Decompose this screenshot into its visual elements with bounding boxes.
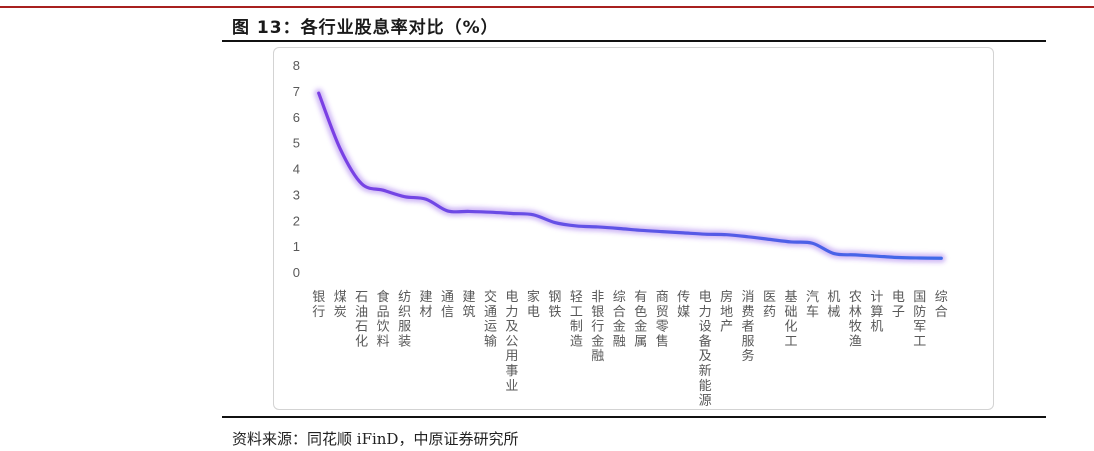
series-layer <box>314 88 946 263</box>
y-tick-label: 2 <box>293 213 300 228</box>
x-tick-label: 非银行金融 <box>591 290 604 364</box>
bottom-rule <box>222 416 1046 418</box>
x-tick-label: 电力及公用事业 <box>505 290 518 394</box>
y-tick-label: 4 <box>293 162 300 177</box>
x-tick-label: 农林牧渔 <box>849 290 862 349</box>
source-note: 资料来源：同花顺 iFinD，中原证券研究所 <box>232 430 519 448</box>
x-tick-label: 银行 <box>312 290 325 320</box>
y-tick-label: 5 <box>293 136 300 151</box>
x-tick-label: 食品饮料 <box>377 289 390 349</box>
y-tick-label: 6 <box>293 110 300 125</box>
y-tick-label: 1 <box>293 239 300 254</box>
x-tick-label: 医药 <box>763 290 776 320</box>
x-tick-label: 石油石化 <box>355 290 368 349</box>
x-tick-label: 传媒 <box>677 290 690 320</box>
x-axis: 银行煤炭石油石化食品饮料纺织服装建材通信建筑交通运输电力及公用事业家电钢铁轻工制… <box>312 289 948 409</box>
x-tick-label: 消费者服务 <box>742 290 755 364</box>
series-line-glow <box>314 88 946 263</box>
y-tick-label: 7 <box>293 84 300 99</box>
x-tick-label: 建筑 <box>462 290 475 320</box>
x-tick-label: 煤炭 <box>334 290 347 320</box>
y-tick-label: 0 <box>293 265 300 280</box>
x-tick-label: 基础化工 <box>784 290 797 349</box>
x-tick-label: 综合金融 <box>613 290 626 349</box>
x-tick-label: 国防军工 <box>913 290 926 349</box>
title-rule <box>222 40 1046 42</box>
x-tick-label: 计算机 <box>870 290 883 335</box>
y-tick-label: 8 <box>293 58 300 73</box>
x-tick-label: 电子 <box>892 290 905 320</box>
x-tick-label: 交通运输 <box>484 289 497 349</box>
chart-frame <box>273 47 994 410</box>
x-tick-label: 有色金属 <box>634 290 647 349</box>
x-tick-label: 综合 <box>935 290 948 320</box>
x-tick-label: 机械 <box>827 290 840 320</box>
x-tick-label: 商贸零售 <box>656 290 669 349</box>
x-tick-label: 通信 <box>441 290 454 320</box>
x-tick-label: 电力设备及新能源 <box>699 290 712 409</box>
x-tick-label: 房地产 <box>720 289 733 335</box>
x-tick-label: 钢铁 <box>548 290 561 320</box>
x-tick-label: 轻工制造 <box>570 290 583 349</box>
x-tick-label: 建材 <box>420 290 433 320</box>
x-tick-label: 汽车 <box>806 290 819 320</box>
y-tick-label: 3 <box>293 187 300 202</box>
x-tick-label: 纺织服装 <box>398 290 411 349</box>
series-line <box>317 91 943 260</box>
x-tick-label: 家电 <box>527 289 540 320</box>
figure-title: 图 13：各行业股息率对比（%） <box>232 18 499 38</box>
top-rule <box>0 6 1094 8</box>
y-axis: 0 1 2 3 4 5 6 7 8 <box>293 58 300 280</box>
